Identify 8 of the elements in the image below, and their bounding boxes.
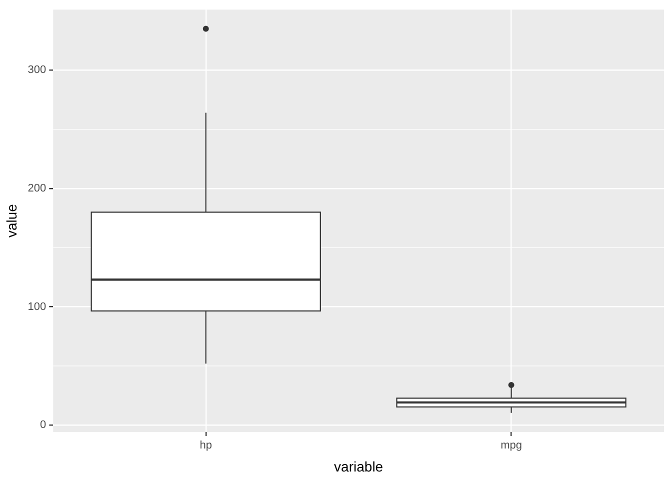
y-tick-label: 300 [28,64,46,76]
y-tick-label: 200 [28,182,46,195]
y-axis-title: value [3,204,20,238]
x-tick-label: mpg [500,440,522,452]
y-tick-label: 100 [28,300,46,313]
x-tick-label: hp [200,440,212,452]
x-axis-title: variable [334,458,384,474]
y-tick-label: 0 [40,419,46,432]
